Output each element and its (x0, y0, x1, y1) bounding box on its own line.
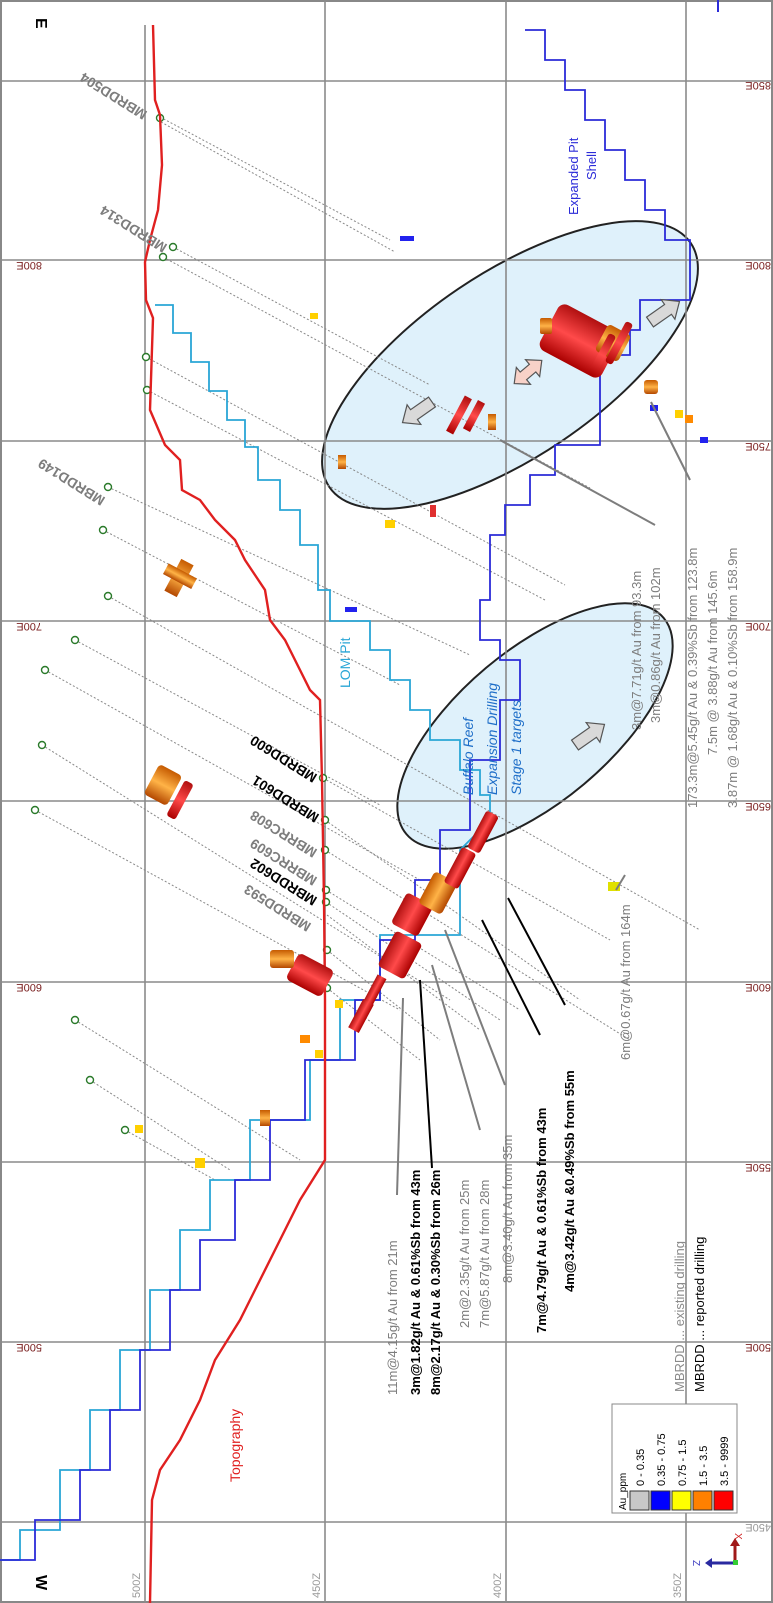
topography-label: Topography (227, 1409, 243, 1482)
intercept-annotation: 11m@4.15g/t Au from 21m (385, 1240, 400, 1395)
legend-label: 1.5 - 3.5 (698, 1446, 710, 1486)
lom-pit-label: LOM Pit (337, 637, 353, 688)
legend-swatch (650, 1490, 671, 1511)
intercept-annotation: 3m@1.82g/t Au & 0.61%Sb from 43m (408, 1170, 423, 1395)
intercept-annotation: 3.87m @ 1.68g/t Au & 0.10%Sb from 158.9m (725, 548, 740, 808)
legend-label: 3.5 - 9999 (719, 1436, 731, 1486)
target-label: Expansion Drilling (484, 683, 500, 795)
intercept-annotation: 8m@3.40g/t Au from 35m (500, 1135, 515, 1283)
easting-label: 600E (16, 981, 42, 993)
legend-label: 0 - 0.35 (635, 1449, 647, 1486)
elevation-label: 350Z (672, 1573, 684, 1598)
intercept-annotation: 7m@5.87g/t Au from 28m (477, 1180, 492, 1328)
easting-labels: 850E 800E 800E 750E 700E 700E 650E 600E … (16, 79, 771, 1598)
expanded-pit-label: Expanded Pit (566, 137, 581, 215)
intercept-annotation: 7m@4.79g/t Au & 0.61%Sb from 43m (534, 1108, 549, 1333)
easting-label: 500E (745, 1341, 771, 1353)
easting-label: 750E (745, 440, 771, 452)
elevation-label: 450Z (311, 1573, 323, 1598)
intercept-annotation: 3m@7.71g/t Au from 93.3m (629, 571, 644, 730)
intercept-annotation: 2m@2.35g/t Au from 25m (457, 1180, 472, 1328)
easting-label: 800E (745, 259, 771, 271)
intercept-annotation: 6m@0.67g/t Au from 164m (618, 904, 633, 1060)
elevation-label: 400Z (492, 1573, 504, 1598)
west-label: W (32, 1575, 49, 1591)
legend-label: 0.75 - 1.5 (677, 1440, 689, 1486)
easting-label: 450E (745, 1521, 771, 1533)
legend-swatch (629, 1490, 650, 1511)
easting-label: 850E (745, 79, 771, 91)
legend-swatch (713, 1490, 734, 1511)
intercept-annotation: 173.3m@5.45g/t Au & 0.39%Sb from 123.8m (685, 548, 700, 808)
topography-line (143, 24, 327, 1603)
axis-triad: X Z (690, 1533, 743, 1568)
elevation-label: 500Z (131, 1573, 143, 1598)
easting-label: 700E (745, 620, 771, 632)
legend-title: Au_ppm (618, 1473, 629, 1510)
east-label: E (32, 18, 49, 29)
z-axis-label: Z (690, 1560, 701, 1566)
existing-drilling-key: MBRDD ... existing drilling (672, 1241, 687, 1392)
target-label: Buffalo Reef (460, 716, 476, 795)
pointer-lines (396, 401, 691, 1196)
target-zone-lower (396, 602, 674, 850)
legend-swatch (671, 1490, 692, 1511)
easting-label: 500E (16, 1341, 42, 1353)
direction-arrows (401, 298, 681, 751)
easting-label: 550E (745, 1161, 771, 1173)
legend-label: 0.35 - 0.75 (656, 1433, 668, 1486)
mineralisation-intervals (135, 236, 708, 1168)
easting-label: 700E (16, 620, 42, 632)
au-ppm-legend: Au_ppm 0 - 0.35 0.35 - 0.75 0.75 - 1.5 1.5 … (611, 1403, 738, 1514)
easting-label: 650E (745, 800, 771, 812)
expanded-pit-label: Shell (584, 151, 599, 180)
expanded-pit-outline (0, 29, 691, 1561)
target-label: Stage 1 targets (508, 700, 524, 795)
intercept-annotation: 7.5m @ 3.88g/t Au from 145.6m (705, 571, 720, 755)
lom-pit-outline (0, 304, 491, 1561)
easting-label: 600E (745, 981, 771, 993)
intercept-annotation: 4m@3.42g/t Au &0.49%Sb from 55m (562, 1070, 577, 1292)
x-axis-label: X (732, 1533, 743, 1540)
intercept-annotation: 3m@0.86g/t Au from 102m (648, 567, 663, 723)
easting-label: 800E (16, 259, 42, 271)
intercept-annotation: 8m@2.17g/t Au & 0.30%Sb from 26m (428, 1170, 443, 1395)
legend-swatch (692, 1490, 713, 1511)
reported-drilling-key: MBRDD ... reported drilling (692, 1237, 707, 1392)
